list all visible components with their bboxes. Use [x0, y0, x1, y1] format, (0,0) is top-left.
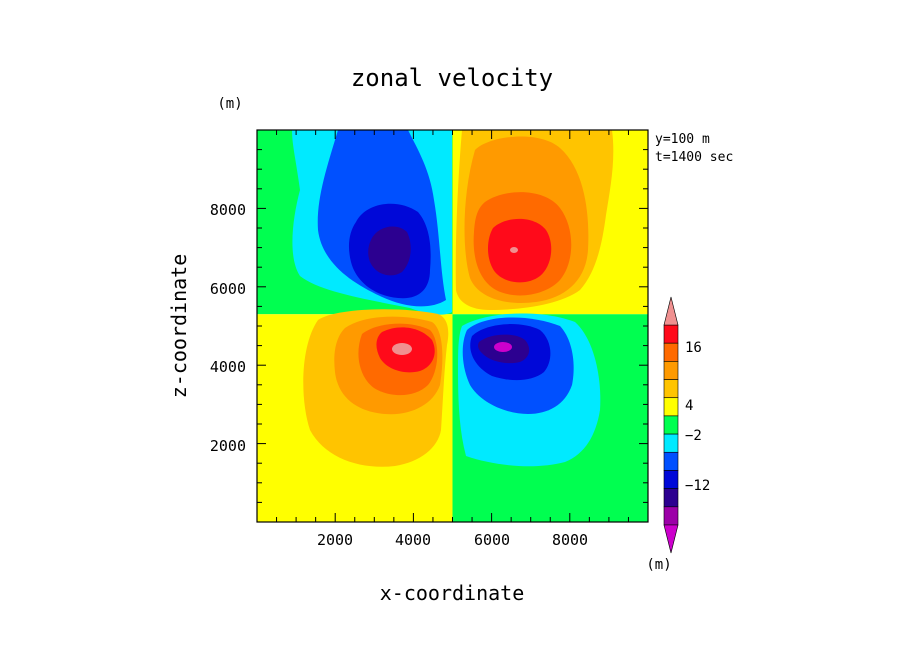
- contour-ur-pink: [510, 247, 518, 253]
- y-tick-label-2000: 2000: [210, 437, 246, 455]
- colorbar-segment: [663, 506, 679, 526]
- y-tick-label-8000: 8000: [210, 201, 246, 219]
- colorbar-top-extension: [663, 296, 679, 326]
- x-tick-label-4000: 4000: [395, 531, 431, 549]
- colorbar-segment: [663, 470, 679, 489]
- colorbar-label-4: 4: [685, 398, 693, 414]
- chart-title: zonal velocity: [351, 64, 553, 92]
- y-axis-label: z-coordinate: [167, 254, 191, 399]
- x-tick-label-6000: 6000: [474, 531, 510, 549]
- y-axis-unit: (m): [217, 96, 242, 112]
- colorbar-segment: [663, 415, 679, 435]
- y-tick-label-6000: 6000: [210, 280, 246, 298]
- colorbar-segment: [663, 488, 679, 508]
- colorbar-segment: [663, 324, 679, 344]
- colorbar-label-16: 16: [685, 340, 702, 356]
- colorbar-segment: [663, 379, 679, 399]
- colorbar-segment: [663, 397, 679, 417]
- annotation-y-position: y=100 m: [655, 132, 710, 147]
- colorbar: [663, 296, 679, 554]
- colorbar-segment: [663, 433, 679, 453]
- contour-field: [257, 130, 648, 522]
- colorbar-segment: [663, 361, 679, 380]
- colorbar-label-minus2: −2: [685, 428, 702, 444]
- colorbar-segment: [663, 342, 679, 362]
- x-tick-label-8000: 8000: [552, 531, 588, 549]
- annotation-time: t=1400 sec: [655, 150, 733, 165]
- colorbar-unit: (m): [646, 557, 671, 573]
- contour-ur-red: [487, 218, 552, 283]
- contour-ul-purple: [368, 226, 411, 276]
- axis-ticks: [257, 130, 648, 522]
- contour-lr-magenta: [494, 342, 512, 352]
- colorbar-bottom-extension: [663, 524, 679, 554]
- x-tick-label-2000: 2000: [317, 531, 353, 549]
- colorbar-label-minus12: −12: [685, 478, 710, 494]
- contour-ll-pink: [392, 343, 412, 355]
- colorbar-segment: [663, 451, 679, 471]
- x-axis-label: x-coordinate: [380, 581, 525, 605]
- y-tick-label-4000: 4000: [210, 358, 246, 376]
